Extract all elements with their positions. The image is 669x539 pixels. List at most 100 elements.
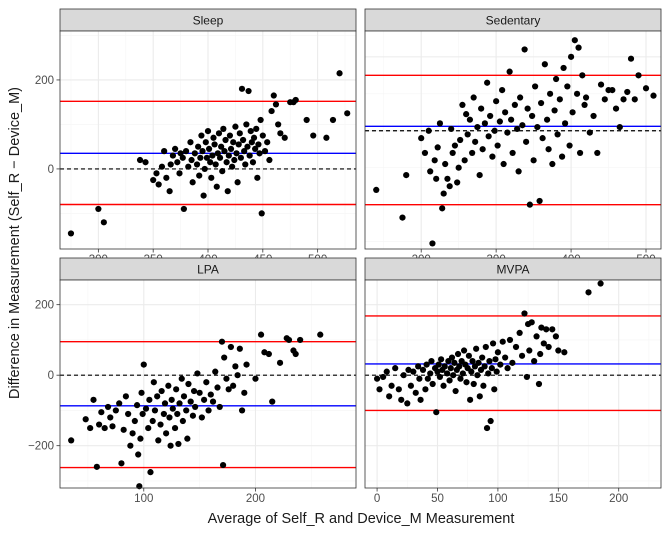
data-point — [210, 134, 217, 141]
data-point — [597, 280, 604, 287]
data-point — [485, 133, 492, 140]
data-point — [620, 96, 627, 103]
data-point — [470, 380, 477, 388]
data-point — [95, 205, 102, 213]
data-point — [221, 354, 228, 361]
data-point — [476, 393, 483, 400]
data-point — [564, 83, 571, 90]
data-point — [512, 343, 520, 351]
data-point — [566, 142, 573, 149]
data-point — [532, 83, 539, 90]
data-point — [223, 375, 230, 382]
data-point — [185, 380, 192, 388]
data-point — [323, 134, 330, 141]
data-point — [82, 416, 89, 423]
data-point — [255, 141, 262, 148]
data-point — [266, 156, 273, 164]
data-point — [415, 363, 422, 370]
data-point — [376, 386, 383, 393]
data-point — [487, 417, 494, 425]
data-point — [435, 361, 442, 368]
data-point — [93, 463, 100, 470]
data-point — [555, 347, 562, 354]
data-point — [551, 107, 558, 114]
data-point — [235, 141, 242, 148]
data-point — [650, 92, 657, 99]
data-point — [440, 190, 447, 197]
data-point — [118, 460, 125, 467]
data-point — [150, 176, 157, 184]
data-point — [150, 379, 157, 386]
data-point — [90, 396, 97, 403]
data-point — [486, 357, 493, 365]
data-point — [485, 370, 492, 377]
data-point — [483, 424, 491, 432]
data-point — [182, 148, 190, 155]
data-point — [465, 352, 473, 359]
data-point — [101, 424, 108, 432]
data-point — [297, 336, 304, 344]
data-point — [467, 396, 474, 403]
data-point — [456, 363, 463, 370]
data-point — [163, 430, 170, 437]
data-point — [195, 143, 202, 150]
data-point — [594, 149, 601, 157]
data-point — [292, 350, 299, 358]
data-point — [167, 161, 174, 168]
data-point — [399, 214, 406, 221]
data-point — [481, 363, 488, 370]
data-point — [264, 139, 271, 146]
data-point — [472, 138, 479, 145]
data-point — [534, 123, 541, 131]
data-point — [499, 87, 506, 94]
data-point — [451, 359, 458, 366]
data-point — [523, 373, 530, 381]
data-point — [616, 123, 623, 131]
data-point — [344, 110, 351, 117]
data-point — [112, 407, 119, 414]
data-point — [200, 396, 208, 403]
data-point — [285, 336, 293, 344]
data-point — [543, 116, 551, 123]
data-point — [506, 336, 514, 344]
data-point — [133, 402, 141, 409]
data-point — [558, 153, 566, 160]
data-point — [205, 145, 213, 152]
panel-bg-mvpa — [365, 280, 661, 488]
data-point — [233, 150, 240, 157]
data-point — [125, 410, 132, 418]
data-point — [238, 85, 246, 92]
data-point — [585, 289, 592, 296]
data-point — [234, 372, 241, 379]
data-point — [174, 159, 181, 166]
data-point — [165, 382, 172, 389]
data-point — [246, 152, 253, 159]
data-point — [575, 44, 582, 51]
data-point — [549, 326, 556, 333]
data-point — [174, 410, 181, 418]
data-point — [582, 94, 590, 101]
data-point — [517, 94, 524, 101]
data-point — [441, 363, 448, 370]
data-point — [180, 393, 188, 400]
data-point — [214, 384, 221, 391]
data-point — [155, 437, 162, 444]
x-axis-title: Average of Self_R and Device_M Measureme… — [208, 511, 515, 527]
data-point — [218, 143, 225, 150]
data-point — [571, 37, 578, 44]
data-point — [491, 127, 498, 134]
data-point — [136, 156, 144, 164]
data-point — [541, 61, 548, 68]
data-point — [530, 157, 537, 164]
data-point — [249, 159, 257, 166]
data-point — [392, 365, 399, 372]
facet-panels: Sleep3003504004505000200Sedentary2003004… — [28, 8, 662, 505]
data-point — [292, 96, 299, 104]
data-point — [270, 92, 277, 99]
data-point — [573, 90, 581, 97]
data-point — [176, 400, 183, 407]
data-point — [427, 168, 434, 175]
data-point — [140, 361, 147, 368]
data-point — [138, 389, 145, 396]
data-point — [189, 412, 197, 419]
